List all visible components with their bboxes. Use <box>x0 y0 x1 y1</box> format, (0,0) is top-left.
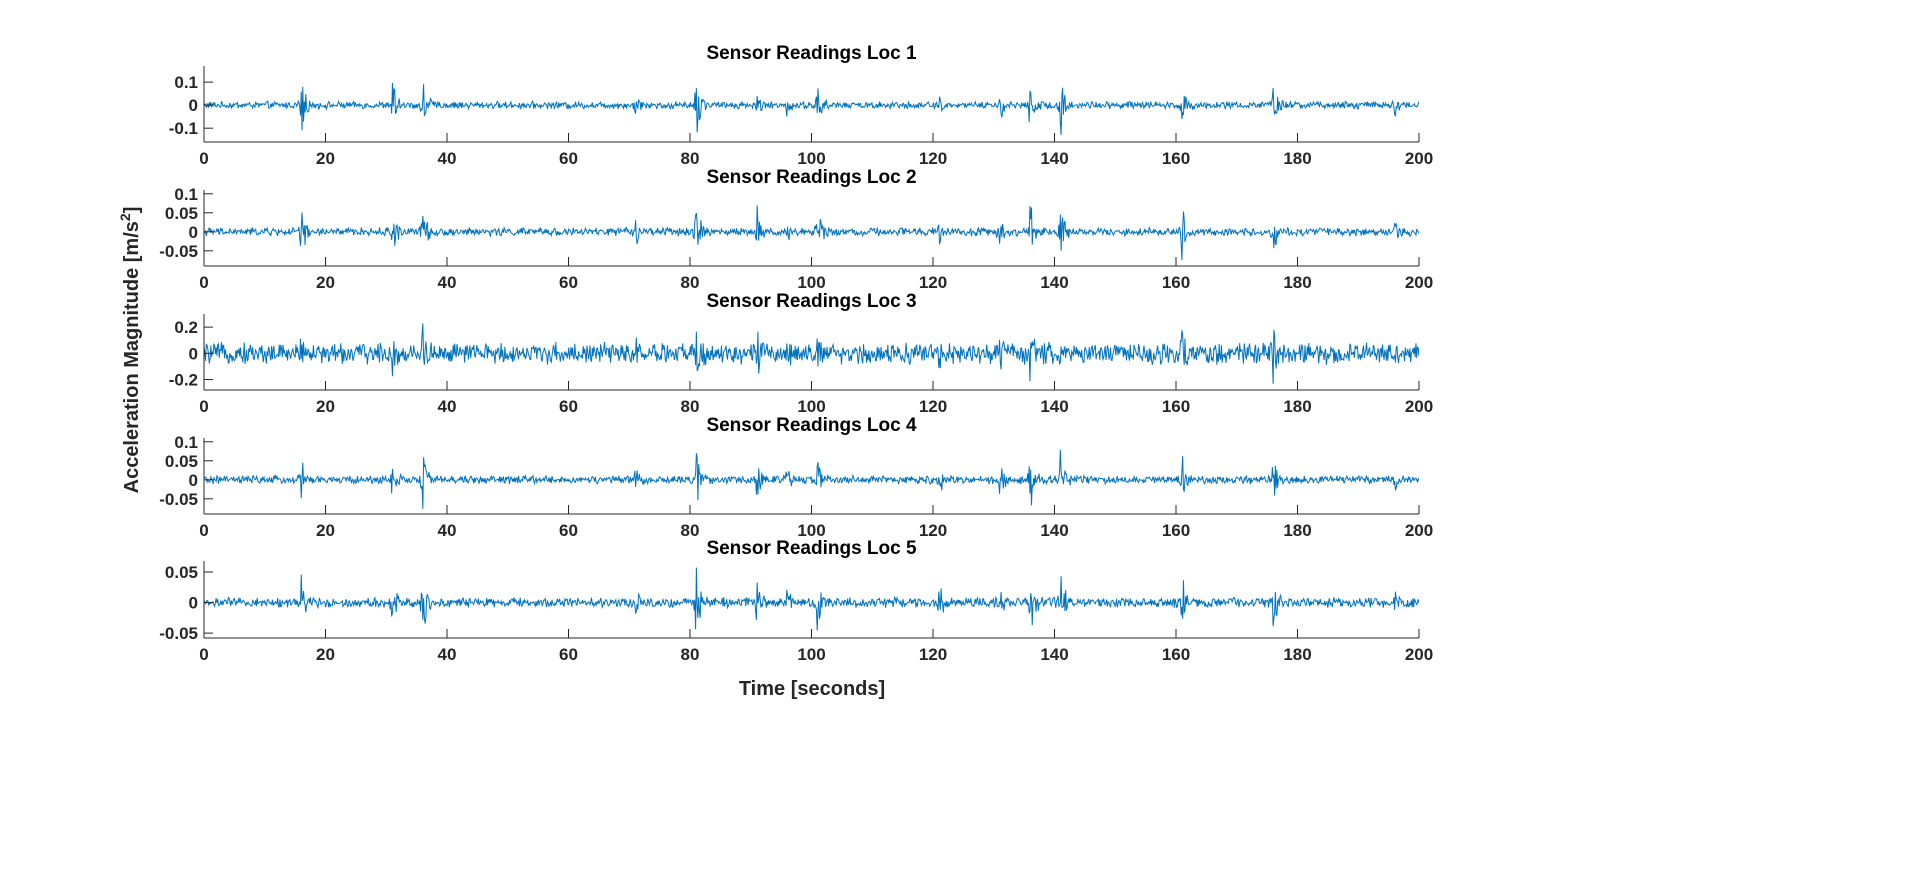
y-axis-label-close: ] <box>121 207 143 214</box>
x-tick-label: 0 <box>199 645 208 664</box>
y-tick-label: -0.05 <box>159 242 198 261</box>
signal-series-line <box>204 83 1419 136</box>
x-tick-label: 160 <box>1162 273 1190 292</box>
y-tick-label: 0.2 <box>174 318 198 337</box>
x-tick-label: 160 <box>1162 521 1190 540</box>
x-tick-label: 100 <box>797 645 825 664</box>
y-tick-label: 0 <box>189 594 198 613</box>
x-tick-label: 140 <box>1040 273 1068 292</box>
x-tick-label: 100 <box>797 149 825 168</box>
signal-series-line <box>204 205 1419 261</box>
x-tick-label: 60 <box>559 645 578 664</box>
signal-series-line <box>204 323 1419 384</box>
x-tick-label: 180 <box>1283 521 1311 540</box>
y-tick-label: -0.05 <box>159 624 198 643</box>
x-tick-label: 200 <box>1405 521 1433 540</box>
x-tick-label: 100 <box>797 521 825 540</box>
x-tick-label: 80 <box>681 273 700 292</box>
x-tick-label: 20 <box>316 149 335 168</box>
x-tick-label: 200 <box>1405 397 1433 416</box>
y-tick-label: 0.1 <box>174 73 198 92</box>
x-tick-label: 40 <box>438 521 457 540</box>
subplot-4: 0 20 40 60 80 100 120 140 160 180 200-0.0500.050.1… <box>159 415 1433 540</box>
x-tick-label: 100 <box>797 397 825 416</box>
x-tick-label: 120 <box>919 273 947 292</box>
x-tick-label: 160 <box>1162 397 1190 416</box>
y-axis-label-superscript: 2 <box>117 213 133 221</box>
x-tick-label: 100 <box>797 273 825 292</box>
x-tick-label: 0 <box>199 149 208 168</box>
y-tick-label: -0.2 <box>169 371 198 390</box>
x-tick-label: 180 <box>1283 149 1311 168</box>
x-tick-label: 40 <box>438 149 457 168</box>
x-tick-label: 160 <box>1162 149 1190 168</box>
y-tick-label: 0.05 <box>165 204 198 223</box>
x-tick-label: 120 <box>919 521 947 540</box>
y-tick-label: -0.05 <box>159 490 198 509</box>
subplot-title: Sensor Readings Loc 5 <box>706 538 917 559</box>
x-tick-label: 120 <box>919 149 947 168</box>
x-tick-label: 80 <box>681 149 700 168</box>
x-tick-label: 120 <box>919 645 947 664</box>
subplot-title: Sensor Readings Loc 4 <box>706 415 917 436</box>
signal-series-line <box>204 567 1419 631</box>
subplot-title: Sensor Readings Loc 3 <box>706 291 916 312</box>
y-tick-label: 0 <box>189 223 198 242</box>
x-tick-label: 40 <box>438 397 457 416</box>
x-tick-label: 140 <box>1040 521 1068 540</box>
subplot-5: 0 20 40 60 80 100 120 140 160 180 200-0.0500.05Sen… <box>159 538 1433 664</box>
x-tick-label: 60 <box>559 273 578 292</box>
x-tick-label: 40 <box>438 645 457 664</box>
x-tick-label: 20 <box>316 645 335 664</box>
x-tick-label: 180 <box>1283 645 1311 664</box>
x-tick-label: 20 <box>316 397 335 416</box>
x-tick-label: 200 <box>1405 273 1433 292</box>
subplot-title: Sensor Readings Loc 2 <box>706 167 916 188</box>
x-tick-label: 140 <box>1040 397 1068 416</box>
subplot-2: 0 20 40 60 80 100 120 140 160 180 200-0.0500.050.1… <box>159 167 1433 292</box>
x-tick-label: 0 <box>199 521 208 540</box>
y-tick-label: 0 <box>189 96 198 115</box>
x-tick-label: 80 <box>681 521 700 540</box>
y-tick-label: 0.1 <box>174 185 198 204</box>
subplots: 0 20 40 60 80 100 120 140 160 180 200-0.100.1Senso… <box>159 43 1433 664</box>
subplot-1: 0 20 40 60 80 100 120 140 160 180 200-0.100.1Senso… <box>169 43 1433 168</box>
x-tick-label: 60 <box>559 397 578 416</box>
x-tick-label: 20 <box>316 273 335 292</box>
subplot-title: Sensor Readings Loc 1 <box>706 43 917 64</box>
x-axis-label: Time [seconds] <box>739 678 885 700</box>
y-axis-label-text: Acceleration Magnitude [m/s <box>121 221 143 493</box>
y-tick-label: -0.1 <box>169 119 198 138</box>
x-tick-label: 60 <box>559 149 578 168</box>
x-tick-label: 40 <box>438 273 457 292</box>
x-tick-label: 200 <box>1405 149 1433 168</box>
x-tick-label: 20 <box>316 521 335 540</box>
y-axis-label: Acceleration Magnitude [m/s2] <box>117 207 143 494</box>
y-tick-label: 0 <box>189 471 198 490</box>
x-tick-label: 80 <box>681 397 700 416</box>
x-tick-label: 80 <box>681 645 700 664</box>
x-tick-label: 180 <box>1283 273 1311 292</box>
y-tick-label: 0 <box>189 344 198 363</box>
signal-series-line <box>204 449 1419 509</box>
x-tick-label: 0 <box>199 397 208 416</box>
x-tick-label: 60 <box>559 521 578 540</box>
x-tick-label: 140 <box>1040 645 1068 664</box>
y-tick-label: 0.05 <box>165 563 198 582</box>
x-tick-label: 160 <box>1162 645 1190 664</box>
y-tick-label: 0.05 <box>165 452 198 471</box>
x-tick-label: 120 <box>919 397 947 416</box>
x-tick-label: 140 <box>1040 149 1068 168</box>
x-tick-label: 200 <box>1405 645 1433 664</box>
y-tick-label: 0.1 <box>174 433 198 452</box>
x-tick-label: 0 <box>199 273 208 292</box>
x-tick-label: 180 <box>1283 397 1311 416</box>
subplot-3: 0 20 40 60 80 100 120 140 160 180 200-0.200.2Senso… <box>169 291 1433 416</box>
